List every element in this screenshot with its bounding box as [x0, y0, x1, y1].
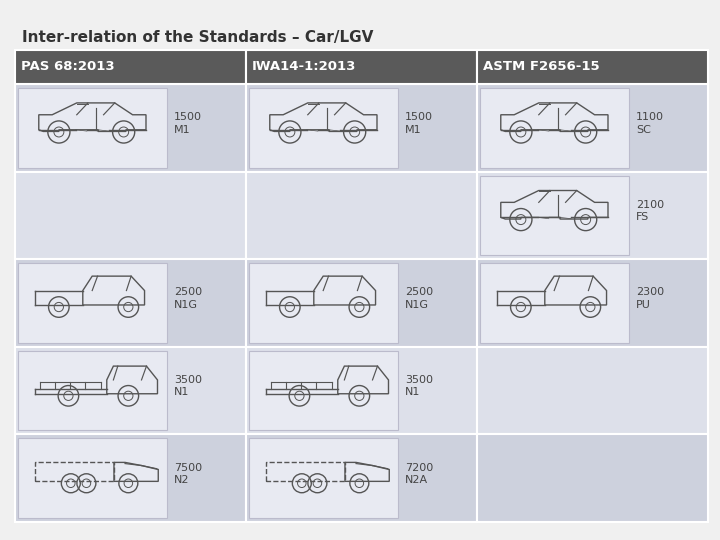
Bar	[480, 176, 629, 255]
Bar	[249, 88, 397, 167]
Bar	[477, 259, 708, 347]
Bar	[477, 172, 708, 259]
Bar	[249, 438, 397, 518]
Text: 7500
N2: 7500 N2	[174, 463, 202, 485]
Bar	[477, 50, 708, 84]
Bar	[480, 88, 629, 167]
Text: ASTM F2656-15: ASTM F2656-15	[483, 60, 600, 73]
Bar	[246, 347, 477, 434]
Bar	[477, 84, 708, 172]
Bar	[18, 88, 167, 167]
Bar	[246, 84, 477, 172]
Bar	[249, 263, 397, 343]
Text: PAS 68:2013: PAS 68:2013	[21, 60, 114, 73]
Bar	[15, 50, 246, 84]
Text: 3500
N1: 3500 N1	[174, 375, 202, 397]
Text: 7200
N2A: 7200 N2A	[405, 463, 433, 485]
Bar	[246, 50, 477, 84]
Bar	[477, 347, 708, 434]
Bar	[15, 347, 246, 434]
Bar	[477, 434, 708, 522]
Bar	[249, 351, 397, 430]
Bar	[18, 351, 167, 430]
Bar	[15, 259, 246, 347]
Bar	[246, 434, 477, 522]
Bar	[246, 172, 477, 259]
Bar	[18, 263, 167, 343]
Bar	[15, 434, 246, 522]
Bar	[480, 263, 629, 343]
Text: 2300
PU: 2300 PU	[636, 287, 664, 310]
Text: 1100
SC: 1100 SC	[636, 112, 664, 134]
Bar	[246, 259, 477, 347]
Text: 1500
M1: 1500 M1	[174, 112, 202, 134]
Text: 1500
M1: 1500 M1	[405, 112, 433, 134]
Bar	[15, 172, 246, 259]
Text: 2500
N1G: 2500 N1G	[174, 287, 202, 310]
Text: 2100
FS: 2100 FS	[636, 200, 664, 222]
Bar	[18, 438, 167, 518]
Bar	[15, 84, 246, 172]
Text: IWA14-1:2013: IWA14-1:2013	[252, 60, 356, 73]
Text: 3500
N1: 3500 N1	[405, 375, 433, 397]
Text: Inter-relation of the Standards – Car/LGV: Inter-relation of the Standards – Car/LG…	[22, 30, 374, 45]
Text: 2500
N1G: 2500 N1G	[405, 287, 433, 310]
